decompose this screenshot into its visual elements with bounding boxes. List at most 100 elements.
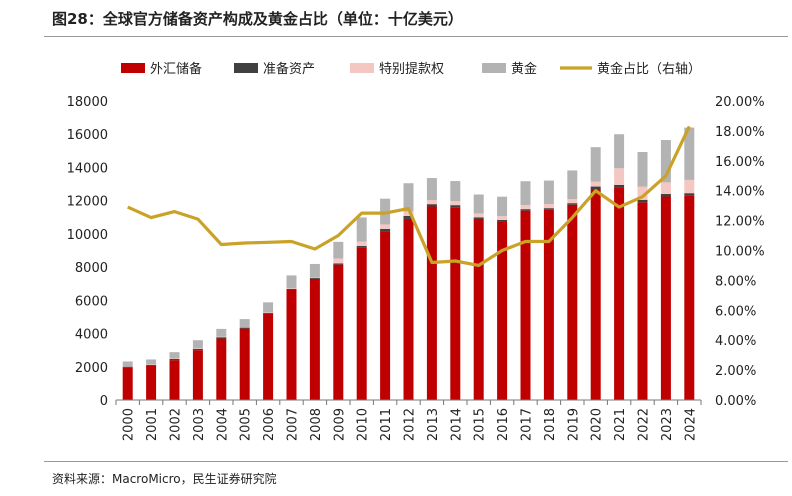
bar-segment-fx-reserves (590, 189, 601, 400)
bar-segment-reserve-position (497, 219, 508, 222)
bar-segment-reserve-position (637, 199, 648, 203)
bar-segment-sdr (637, 186, 648, 200)
x-tick-label: 2021 (613, 408, 628, 441)
bar-segment-sdr (473, 213, 484, 218)
bar-segment-gold (286, 275, 297, 289)
y-right-axis: 0.00% 2.00% 4.00% 6.00% 8.00% 10.00% 12.00% 14.… (715, 95, 765, 409)
legend-swatch (350, 63, 374, 73)
legend-label: 特别提款权 (379, 61, 444, 77)
bar-segment-sdr (567, 199, 578, 204)
bar-segment-reserve-position (169, 358, 180, 361)
y-right-tick-label: 10.00% (715, 245, 765, 260)
bar-segment-gold (122, 361, 133, 367)
x-tick-label: 2018 (543, 408, 558, 441)
bar-segment-gold (543, 180, 554, 204)
bar-segment-reserve-position (520, 209, 531, 211)
x-tick-label: 2013 (426, 408, 441, 441)
bar-segment-reserve-position (403, 215, 414, 219)
y-right-tick-label: 18.00% (715, 125, 765, 140)
bar-segment-reserve-position (473, 217, 484, 219)
bar-segment-gold (684, 127, 695, 180)
bar-segment-gold (473, 194, 484, 214)
figure-title: 图28：全球官方储备资产构成及黄金占比（单位：十亿美元） (52, 10, 463, 28)
bar-segment-fx-reserves (169, 360, 180, 400)
bar-segment-sdr (590, 181, 601, 187)
y-left-tick-label: 2000 (75, 361, 108, 376)
bar-segment-reserve-position (380, 228, 391, 232)
y-left-tick-label: 8000 (75, 261, 108, 276)
legend-label: 准备资产 (263, 61, 315, 77)
y-right-tick-label: 14.00% (715, 185, 765, 200)
x-tick-label: 2003 (192, 408, 207, 441)
y-left-axis: 0 2000 4000 6000 8000 10000 12000 14000 16000 180… (67, 95, 108, 409)
y-right-tick-label: 0.00% (715, 394, 756, 409)
bar-segment-fx-reserves (216, 338, 227, 400)
bar-segment-gold (403, 183, 414, 212)
y-left-tick-label: 6000 (75, 294, 108, 309)
bar-segment-sdr (543, 203, 554, 209)
gold-share-line (127, 125, 691, 267)
x-tick-label: 2000 (122, 408, 137, 441)
legend-label: 黄金占比（右轴） (597, 61, 701, 77)
y-left-tick-label: 18000 (67, 95, 108, 110)
bar-segment-sdr (450, 201, 461, 206)
bar-segment-fx-reserves (473, 218, 484, 400)
bar-segment-gold (660, 140, 671, 183)
bar-segment-reserve-position (146, 364, 157, 366)
x-tick-label: 2010 (356, 408, 371, 441)
bar-segment-gold (309, 263, 320, 278)
bars (122, 127, 695, 400)
y-left-tick-label: 14000 (67, 161, 108, 176)
source-note: 资料来源：MacroMicro，民生证券研究院 (52, 472, 277, 486)
legend-label: 外汇储备 (150, 61, 202, 77)
x-tick-label: 2020 (590, 408, 605, 441)
x-tick-label: 2008 (309, 408, 324, 441)
bar-segment-sdr (403, 211, 414, 216)
bar-segment-gold (169, 352, 180, 359)
bar-segment-reserve-position (660, 194, 671, 197)
bar-segment-gold (614, 134, 625, 169)
x-tick-label: 2002 (169, 408, 184, 441)
bar-segment-sdr (380, 224, 391, 229)
bar-segment-gold (450, 181, 461, 202)
bar-segment-sdr (520, 204, 531, 210)
legend-swatch (121, 63, 145, 73)
bar-segment-fx-reserves (450, 207, 461, 400)
x-tick-label: 2019 (566, 408, 581, 441)
bar-segment-gold (520, 181, 531, 205)
bar-segment-reserve-position (216, 337, 227, 339)
bar-segment-gold (333, 241, 344, 259)
y-right-tick-label: 16.00% (715, 155, 765, 170)
bar-segment-reserve-position (684, 193, 695, 196)
bar-segment-gold (192, 340, 203, 349)
x-tick-label: 2014 (449, 408, 464, 441)
bar-segment-fx-reserves (146, 365, 157, 400)
bar-segment-sdr (356, 241, 367, 247)
bar-segment-gold (216, 328, 227, 337)
y-left-tick-label: 16000 (67, 128, 108, 143)
bar-segment-fx-reserves (239, 328, 250, 400)
bar-segment-sdr (660, 182, 671, 195)
bar-segment-fx-reserves (520, 210, 531, 400)
y-right-tick-label: 6.00% (715, 304, 756, 319)
y-left-tick-label: 12000 (67, 195, 108, 210)
bar-segment-sdr (426, 200, 437, 205)
source-divider (44, 461, 788, 462)
bar-segment-reserve-position (426, 204, 437, 207)
bar-segment-reserve-position (286, 288, 297, 290)
x-tick-label: 2024 (683, 408, 698, 441)
bar-segment-sdr (333, 258, 344, 264)
bar-segment-gold (497, 196, 508, 217)
bar-segment-gold (263, 302, 274, 313)
legend-reserve-position: 准备资产 (234, 61, 315, 77)
bar-segment-fx-reserves (684, 195, 695, 400)
legend-label: 黄金 (511, 61, 537, 77)
bar-segment-reserve-position (263, 312, 274, 314)
y-right-tick-label: 4.00% (715, 334, 756, 349)
bar-segment-fx-reserves (497, 221, 508, 400)
bar-segment-fx-reserves (286, 289, 297, 400)
legend: 外汇储备 准备资产 特别提款权 黄金 黄金占比（右轴） (121, 61, 701, 77)
bar-segment-reserve-position (356, 246, 367, 248)
bar-segment-fx-reserves (567, 204, 578, 400)
